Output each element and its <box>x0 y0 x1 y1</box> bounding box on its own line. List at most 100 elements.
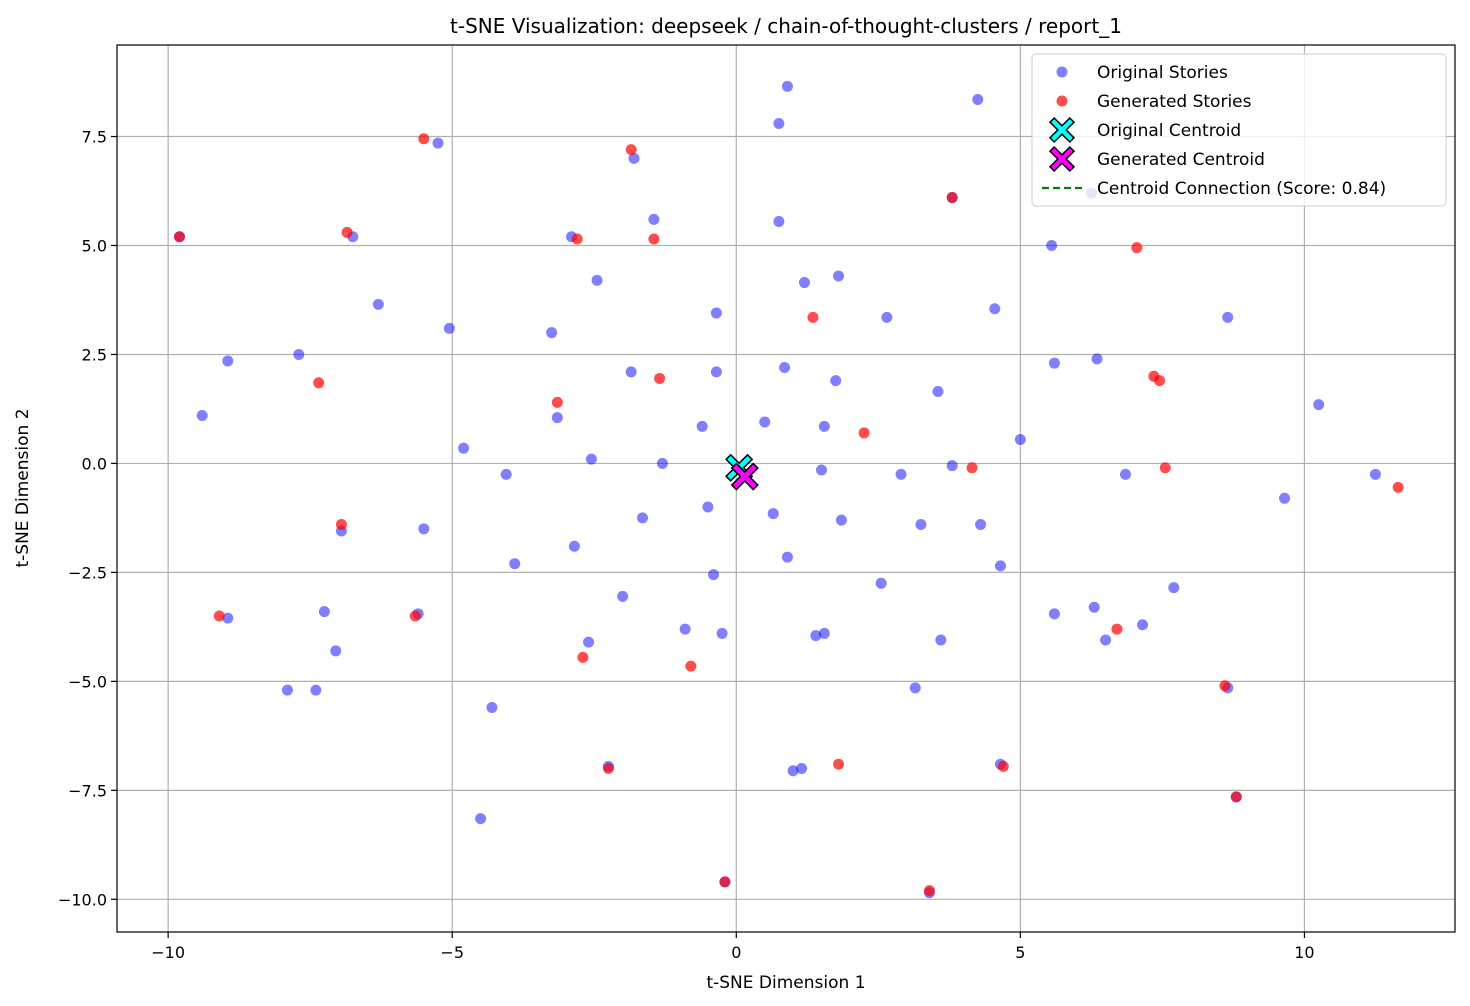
original-story-point <box>818 420 830 432</box>
original-story-point <box>696 420 708 432</box>
generated-story-point <box>551 396 563 408</box>
original-story-point <box>895 468 907 480</box>
generated-story-point <box>1159 462 1171 474</box>
generated-story-point <box>1131 242 1143 254</box>
original-story-point <box>1137 619 1149 631</box>
generated-story-point <box>602 763 614 775</box>
plot-frame <box>116 44 1456 933</box>
original-story-point <box>781 80 793 92</box>
original-story-point <box>500 468 512 480</box>
generated-story-point <box>923 885 935 897</box>
generated-story-point <box>173 231 185 243</box>
legend: Original Stories Generated Stories Origina… <box>1031 53 1447 207</box>
original-story-point <box>281 684 293 696</box>
generated-story-point <box>833 758 845 770</box>
y-tick-label: −7.5 <box>68 781 107 800</box>
original-story-point <box>932 386 944 398</box>
original-story-point <box>1222 311 1234 323</box>
original-story-point <box>1091 353 1103 365</box>
generated-story-point <box>571 233 583 245</box>
generated-story-point <box>1154 375 1166 387</box>
original-story-point <box>679 623 691 635</box>
original-story-point <box>551 412 563 424</box>
original-story-point <box>1168 582 1180 594</box>
generated-story-point <box>577 651 589 663</box>
y-tick-label: 5.0 <box>82 237 107 256</box>
original-story-point <box>915 518 927 530</box>
original-story-point <box>1046 240 1058 252</box>
generated-story-point <box>654 372 666 384</box>
original-story-point <box>1100 634 1112 646</box>
generated-story-point <box>997 760 1009 772</box>
original-story-point <box>1088 601 1100 613</box>
x-tick-label: 10 <box>1294 943 1314 962</box>
x-tick-label: −10 <box>151 943 185 962</box>
original-story-point <box>798 277 810 289</box>
axis-ticks: −10 −5 0 5 10 −10.0 −7.5 −5.0 −2.5 0.0 2.5 5.0 7.5 <box>58 128 1315 962</box>
original-story-point <box>781 551 793 563</box>
original-story-point <box>625 366 637 378</box>
original-story-point <box>710 366 722 378</box>
original-story-point <box>759 416 771 428</box>
generated-centroid-marker <box>730 462 759 491</box>
original-story-point <box>617 590 629 602</box>
legend-original-stories-marker <box>1056 66 1068 78</box>
legend-generated-centroid-marker <box>1048 145 1076 173</box>
original-story-point <box>909 682 921 694</box>
original-story-point <box>989 303 1001 315</box>
original-story-point <box>372 298 384 310</box>
generated-story-point <box>719 876 731 888</box>
original-story-point <box>637 512 649 524</box>
legend-generated-stories-label: Generated Stories <box>1097 92 1252 112</box>
original-story-point <box>1014 433 1026 445</box>
original-story-point <box>432 137 444 149</box>
generated-story-point <box>685 660 697 672</box>
generated-story-point <box>1230 791 1242 803</box>
original-story-point <box>994 560 1006 572</box>
generated-story-point <box>1392 481 1404 493</box>
y-tick-label: 0.0 <box>82 454 107 473</box>
generated-story-point <box>1111 623 1123 635</box>
legend-original-stories-label: Original Stories <box>1097 63 1228 83</box>
legend-generated-stories-marker <box>1056 95 1068 107</box>
generated-story-point <box>858 427 870 439</box>
original-story-point <box>222 355 234 367</box>
original-story-point <box>546 327 558 339</box>
original-story-point <box>293 348 305 360</box>
legend-generated-centroid-label: Generated Centroid <box>1097 150 1265 170</box>
original-story-point <box>975 518 987 530</box>
original-story-point <box>710 307 722 319</box>
original-story-point <box>656 457 668 469</box>
original-story-point <box>318 606 330 618</box>
original-story-point <box>787 765 799 777</box>
original-story-point <box>568 540 580 552</box>
original-story-point <box>509 558 521 570</box>
original-story-point <box>1048 608 1060 620</box>
x-axis-label: t-SNE Dimension 1 <box>706 973 865 993</box>
legend-box <box>1031 53 1447 207</box>
y-tick-label: 7.5 <box>82 128 107 147</box>
original-story-point <box>935 634 947 646</box>
original-story-point <box>816 464 828 476</box>
x-tick-label: 0 <box>731 943 741 962</box>
original-story-point <box>875 577 887 589</box>
legend-original-centroid-label: Original Centroid <box>1097 121 1241 141</box>
generated-story-point <box>625 144 637 156</box>
original-story-point <box>1279 492 1291 504</box>
original-story-point <box>818 627 830 639</box>
original-story-point <box>1313 399 1325 411</box>
original-story-point <box>1048 357 1060 369</box>
legend-centroid-connection-label: Centroid Connection (Score: 0.84) <box>1097 179 1386 199</box>
original-story-point <box>585 453 597 465</box>
original-story-point <box>486 702 498 714</box>
generated-story-point <box>966 462 978 474</box>
y-tick-label: −5.0 <box>68 672 107 691</box>
generated-story-point <box>409 610 421 622</box>
original-story-point <box>330 645 342 657</box>
y-tick-label: −2.5 <box>68 563 107 582</box>
original-story-point <box>196 409 208 421</box>
original-story-point <box>222 612 234 624</box>
original-story-point <box>475 813 487 825</box>
original-story-point <box>810 630 822 642</box>
